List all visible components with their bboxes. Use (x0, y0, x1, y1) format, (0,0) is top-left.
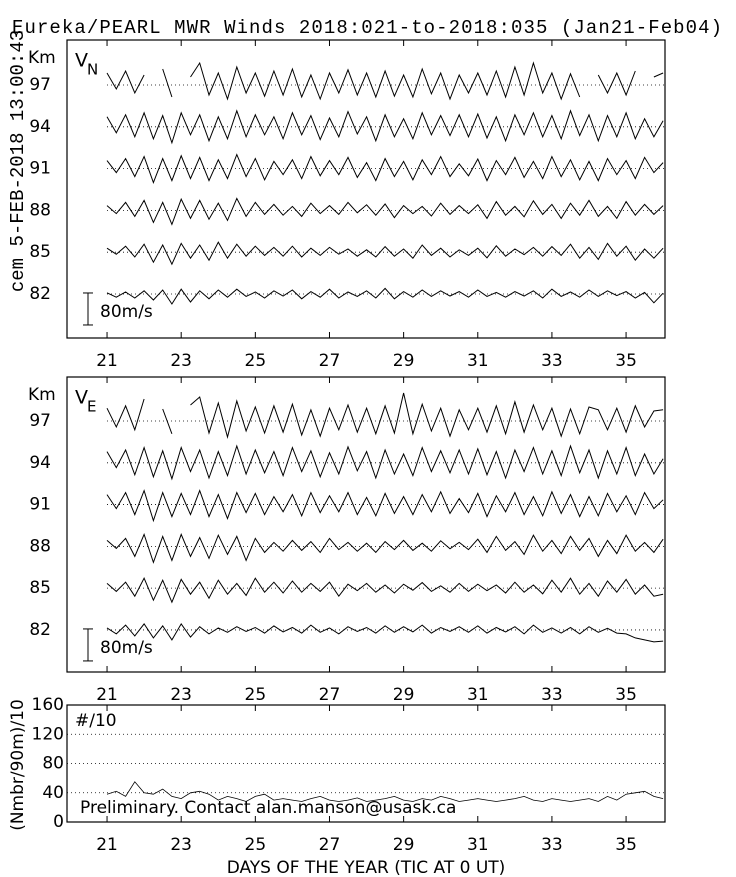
wind-trace (106, 622, 664, 643)
y-tick-label: 94 (29, 117, 51, 137)
wind-trace (106, 287, 664, 305)
panel-label-subscript: N (87, 61, 98, 79)
x-tick-label: 25 (245, 351, 267, 371)
wind-trace (106, 241, 664, 266)
x-tick-label: 23 (170, 685, 192, 705)
y-tick-label: 0 (53, 812, 64, 832)
wind-trace (106, 444, 664, 481)
y-axis-label: Km (28, 385, 56, 405)
y-tick-label: 88 (29, 200, 51, 220)
panel-label: V (75, 50, 88, 72)
y-tick-label: 94 (29, 453, 51, 473)
x-tick-label: 25 (245, 835, 267, 855)
wind-trace (106, 153, 664, 185)
x-tick-label: 33 (541, 835, 563, 855)
wind-trace (106, 532, 664, 564)
plot-frame (66, 376, 666, 673)
x-tick-label: 21 (96, 351, 118, 371)
y-tick-label: 82 (29, 620, 51, 640)
x-tick-label: 23 (170, 835, 192, 855)
y-tick-label: 88 (29, 536, 51, 556)
panel-label-subscript: E (87, 398, 96, 416)
y-axis-label: Km (28, 48, 56, 68)
y-tick-label: 40 (42, 783, 64, 803)
y-axis-label: (Nmbr/90m)/10 (8, 699, 28, 831)
x-tick-label: 35 (615, 685, 637, 705)
x-tick-label: 27 (319, 351, 341, 371)
y-tick-label: 120 (32, 724, 64, 744)
x-tick-label: 21 (96, 685, 118, 705)
x-tick-label: 27 (319, 685, 341, 705)
x-tick-label: 33 (541, 685, 563, 705)
timestamp: cem 5-FEB-2018 13:00:43 (7, 30, 29, 292)
y-tick-label: 160 (32, 695, 64, 715)
annotation: Preliminary. Contact alan.manson@usask.c… (80, 798, 456, 818)
scale-bar-label: 80m/s (100, 302, 153, 322)
y-tick-label: 85 (29, 242, 51, 262)
panel-label: #/10 (75, 711, 117, 731)
x-axis-label: DAYS OF THE YEAR (TIC AT 0 UT) (227, 858, 506, 877)
x-tick-label: 31 (467, 351, 489, 371)
x-tick-label: 23 (170, 351, 192, 371)
x-tick-label: 27 (319, 835, 341, 855)
wind-trace (106, 489, 664, 523)
y-tick-label: 80 (42, 754, 64, 774)
count-line (106, 781, 664, 802)
y-tick-label: 97 (29, 75, 51, 95)
x-tick-label: 31 (467, 685, 489, 705)
y-tick-label: 91 (29, 159, 51, 179)
x-tick-label: 21 (96, 835, 118, 855)
x-tick-label: 35 (615, 351, 637, 371)
x-tick-label: 25 (245, 685, 267, 705)
y-tick-label: 97 (29, 411, 51, 431)
panel-label: V (75, 387, 88, 409)
plot-frame (66, 39, 666, 339)
x-tick-label: 29 (393, 351, 415, 371)
wind-trace (106, 109, 664, 145)
wind-trace (106, 197, 664, 226)
y-tick-label: 82 (29, 284, 51, 304)
chart-title: Eureka/PEARL MWR Winds 2018:021-to-2018:… (12, 17, 722, 39)
y-tick-label: 91 (29, 495, 51, 515)
x-tick-label: 33 (541, 351, 563, 371)
x-tick-label: 31 (467, 835, 489, 855)
x-tick-label: 35 (615, 835, 637, 855)
wind-trace (106, 61, 664, 101)
wind-trace (106, 577, 664, 604)
x-tick-label: 29 (393, 835, 415, 855)
y-tick-label: 85 (29, 578, 51, 598)
scale-bar-label: 80m/s (100, 638, 153, 658)
x-tick-label: 29 (393, 685, 415, 705)
wind-trace (106, 392, 664, 439)
